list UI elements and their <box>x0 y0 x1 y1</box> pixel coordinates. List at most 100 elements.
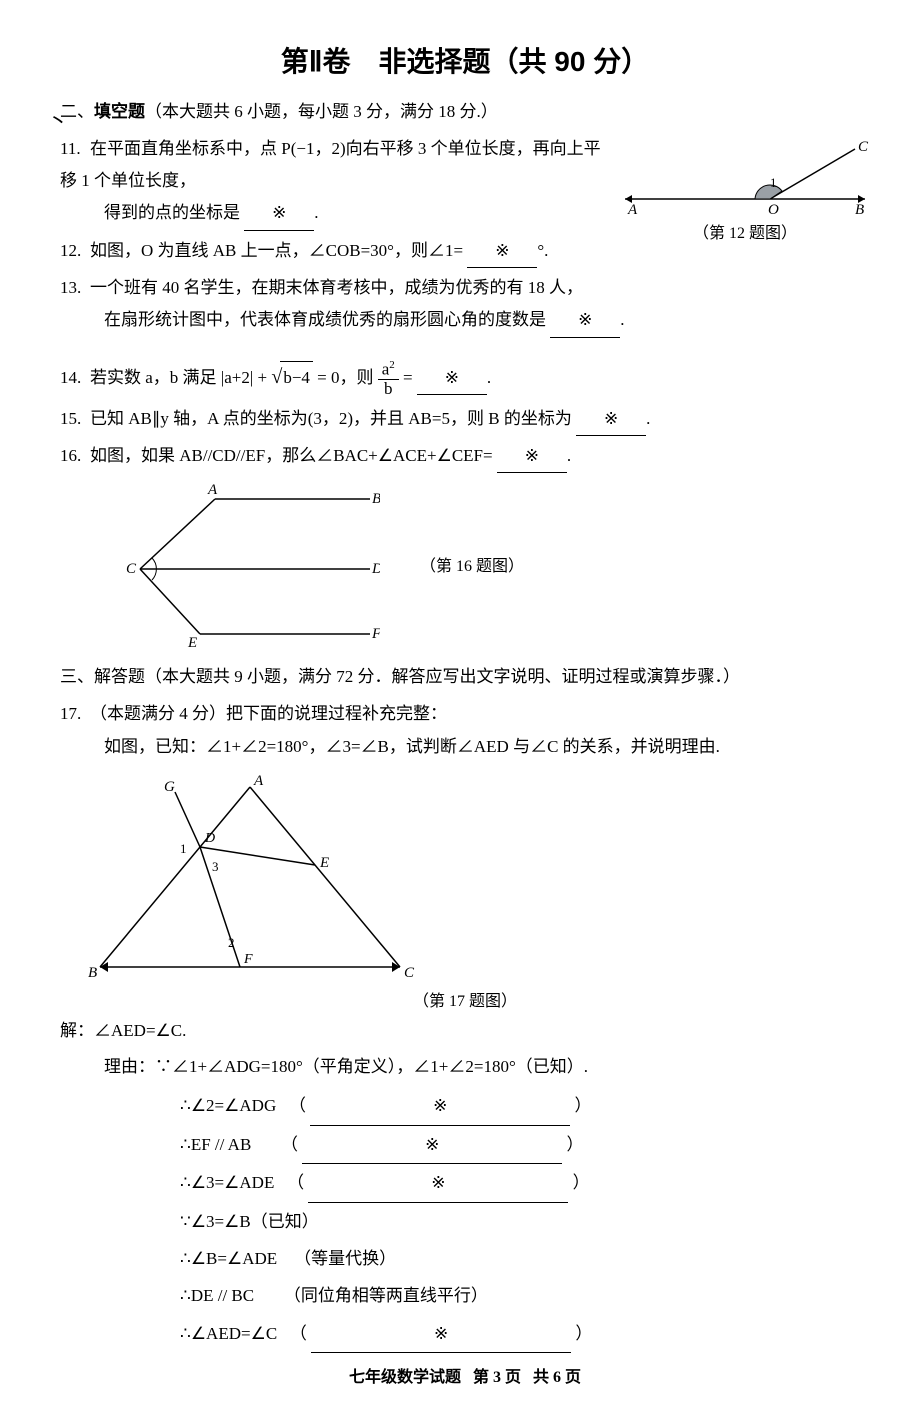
q16-B: B <box>372 491 380 507</box>
q11-line2: 得到的点的坐标是 ※. <box>60 197 870 230</box>
q17-E: E <box>319 855 329 871</box>
q17-r2a: ∴EF // AB <box>180 1135 251 1154</box>
q17-G: G <box>164 779 175 795</box>
q17-r4a: ∵∠3=∠B（已知） <box>180 1212 319 1231</box>
handwritten-mark: 丶 <box>46 104 70 136</box>
q17-figure-block: A B C D E F G 1 2 3 （第 17 题图） <box>60 767 870 1011</box>
q15-text-a: 已知 AB∥y 轴，A 点的坐标为(3，2)，并且 AB=5，则 B 的坐标为 <box>90 409 572 428</box>
q17-B: B <box>88 965 97 981</box>
q17-r7a: ∴∠AED=∠C <box>180 1324 277 1343</box>
q17-r2-blank[interactable]: ※ <box>302 1126 562 1164</box>
q16-C: C <box>126 561 137 577</box>
q17-C: C <box>404 965 415 981</box>
q17-figure-svg: A B C D E F G 1 2 3 <box>60 767 440 987</box>
q16-num: 16. <box>60 440 90 472</box>
q13-num: 13. <box>60 272 90 304</box>
q17-r5-reason: （等量代换） <box>294 1249 396 1268</box>
q17-1: 1 <box>180 841 187 856</box>
q14-num: 14. <box>60 362 90 394</box>
q14-text-b: = 0，则 <box>317 368 373 387</box>
section-3-header: 三、解答题（本大题共 9 小题，满分 72 分．解答应写出文字说明、证明过程或演… <box>60 663 870 692</box>
q11-num: 11. <box>60 133 90 165</box>
q13-period: . <box>620 310 624 329</box>
q17-r3a: ∴∠3=∠ADE <box>180 1173 274 1192</box>
q17-head: （本题满分 4 分）把下面的说理过程补充完整： <box>90 704 447 723</box>
footer-total: 共 6 页 <box>533 1369 581 1386</box>
q17-caption: （第 17 题图） <box>60 987 870 1011</box>
q12-blank[interactable]: ※ <box>467 235 537 268</box>
sec2-label: 填空题 <box>94 102 145 121</box>
q17-r2: ∴EF // AB （ ※ ） <box>60 1126 870 1164</box>
q17-3: 3 <box>212 859 219 874</box>
q13-text-a: 一个班有 40 名学生，在期末体育考核中，成绩为优秀的有 18 人， <box>90 278 583 297</box>
q16-E: E <box>187 635 197 649</box>
q16-D: D <box>371 561 380 577</box>
q14-text-c: = <box>403 368 413 387</box>
q15-period: . <box>646 409 650 428</box>
q17-line0: ∠AED=∠C. <box>94 1021 186 1040</box>
q14-fraction: a2 b <box>378 359 399 399</box>
q17-2: 2 <box>228 935 235 950</box>
q17-num: 17. <box>60 698 90 730</box>
q17-solution: 解：∠AED=∠C. <box>60 1015 870 1047</box>
q11-period: . <box>314 203 318 222</box>
q17-r6-reason: （同位角相等两直线平行） <box>284 1286 488 1305</box>
q17-F: F <box>243 952 253 967</box>
q11-text-b: 得到的点的坐标是 <box>104 203 240 222</box>
q13-blank[interactable]: ※ <box>550 304 620 337</box>
q17-r6: ∴DE // BC （同位角相等两直线平行） <box>60 1277 870 1314</box>
q14-frac-den: b <box>378 380 399 399</box>
question-16: 16.如图，如果 AB//CD//EF，那么∠BAC+∠ACE+∠CEF= ※. <box>60 440 870 473</box>
q17-sol-label: 解： <box>60 1021 94 1040</box>
q17-A: A <box>253 773 264 789</box>
q16-F: F <box>371 626 380 642</box>
q15-num: 15. <box>60 403 90 435</box>
q17-r5: ∴∠B=∠ADE （等量代换） <box>60 1240 870 1277</box>
question-15: 15.已知 AB∥y 轴，A 点的坐标为(3，2)，并且 AB=5，则 B 的坐… <box>60 403 870 436</box>
q17-r1a: ∴∠2=∠ADG <box>180 1096 276 1115</box>
question-12: 12.如图，O 为直线 AB 上一点，∠COB=30°，则∠1= ※°. <box>60 235 870 268</box>
section-2-header: 二、填空题（本大题共 6 小题，每小题 3 分，满分 18 分.） <box>60 98 870 127</box>
q17-r5a: ∴∠B=∠ADE <box>180 1249 277 1268</box>
q15-blank[interactable]: ※ <box>576 403 646 436</box>
q14-period: . <box>487 368 491 387</box>
q12-num: 12. <box>60 235 90 267</box>
q16-blank[interactable]: ※ <box>497 440 567 473</box>
page-title: 第Ⅱ卷 非选择题（共 90 分） <box>60 40 870 80</box>
q16-figure-svg: A B C D E F <box>120 479 380 649</box>
q11-blank[interactable]: ※ <box>244 197 314 230</box>
q14-sqrt: b−4 <box>280 361 313 394</box>
q17-stmt: 如图，已知：∠1+∠2=180°，∠3=∠B，试判断∠AED 与∠C 的关系，并… <box>60 731 870 763</box>
q17-r6a: ∴DE // BC <box>180 1286 254 1305</box>
q17-r7: ∴∠AED=∠C （ ※ ） <box>60 1315 870 1353</box>
q16-caption: （第 16 题图） <box>420 552 524 576</box>
q17-r3-blank[interactable]: ※ <box>308 1164 568 1202</box>
question-13: 13.一个班有 40 名学生，在期末体育考核中，成绩为优秀的有 18 人， 在扇… <box>60 272 870 338</box>
q16-period: . <box>567 446 571 465</box>
q17-r7-blank[interactable]: ※ <box>311 1315 571 1353</box>
q17-D: D <box>204 831 215 846</box>
q17-r4: ∵∠3=∠B（已知） <box>60 1203 870 1240</box>
q14-text-a: 若实数 a，b 满足 |a+2| + <box>90 368 267 387</box>
q17-r1-blank[interactable]: ※ <box>310 1087 570 1125</box>
question-14: 14.若实数 a，b 满足 |a+2| + √b−4 = 0，则 a2 b = … <box>60 358 870 399</box>
q14-blank[interactable]: ※ <box>417 362 487 395</box>
footer-page: 第 3 页 <box>473 1369 521 1386</box>
q17-line1: 理由：∵∠1+∠ADG=180°（平角定义），∠1+∠2=180°（已知）. <box>60 1051 870 1083</box>
q17-r3: ∴∠3=∠ADE （ ※ ） <box>60 1164 870 1202</box>
q17-r1: ∴∠2=∠ADG （ ※ ） <box>60 1087 870 1125</box>
q13-text-b: 在扇形统计图中，代表体育成绩优秀的扇形圆心角的度数是 <box>104 310 546 329</box>
page-footer: 七年级数学试题 第 3 页 共 6 页 <box>60 1363 870 1387</box>
q12-deg: °. <box>537 241 548 260</box>
footer-subject: 七年级数学试题 <box>349 1369 461 1386</box>
sec2-rest: （本大题共 6 小题，每小题 3 分，满分 18 分.） <box>145 102 498 121</box>
q16-A: A <box>207 482 218 498</box>
q11-text-a: 在平面直角坐标系中，点 P(−1，2)向右平移 3 个单位长度，再向上平移 1 … <box>60 139 601 190</box>
q16-figure-block: A B C D E F （第 16 题图） <box>120 479 870 649</box>
q14-frac-sup: 2 <box>389 359 395 371</box>
q16-text-a: 如图，如果 AB//CD//EF，那么∠BAC+∠ACE+∠CEF= <box>90 446 493 465</box>
question-17: 17.（本题满分 4 分）把下面的说理过程补充完整： 如图，已知：∠1+∠2=1… <box>60 698 870 763</box>
exam-page: 丶 第Ⅱ卷 非选择题（共 90 分） 二、填空题（本大题共 6 小题，每小题 3… <box>0 0 920 1417</box>
question-11: 11.在平面直角坐标系中，点 P(−1，2)向右平移 3 个单位长度，再向上平移… <box>60 133 870 231</box>
q13-line2: 在扇形统计图中，代表体育成绩优秀的扇形圆心角的度数是 ※. <box>60 304 870 337</box>
